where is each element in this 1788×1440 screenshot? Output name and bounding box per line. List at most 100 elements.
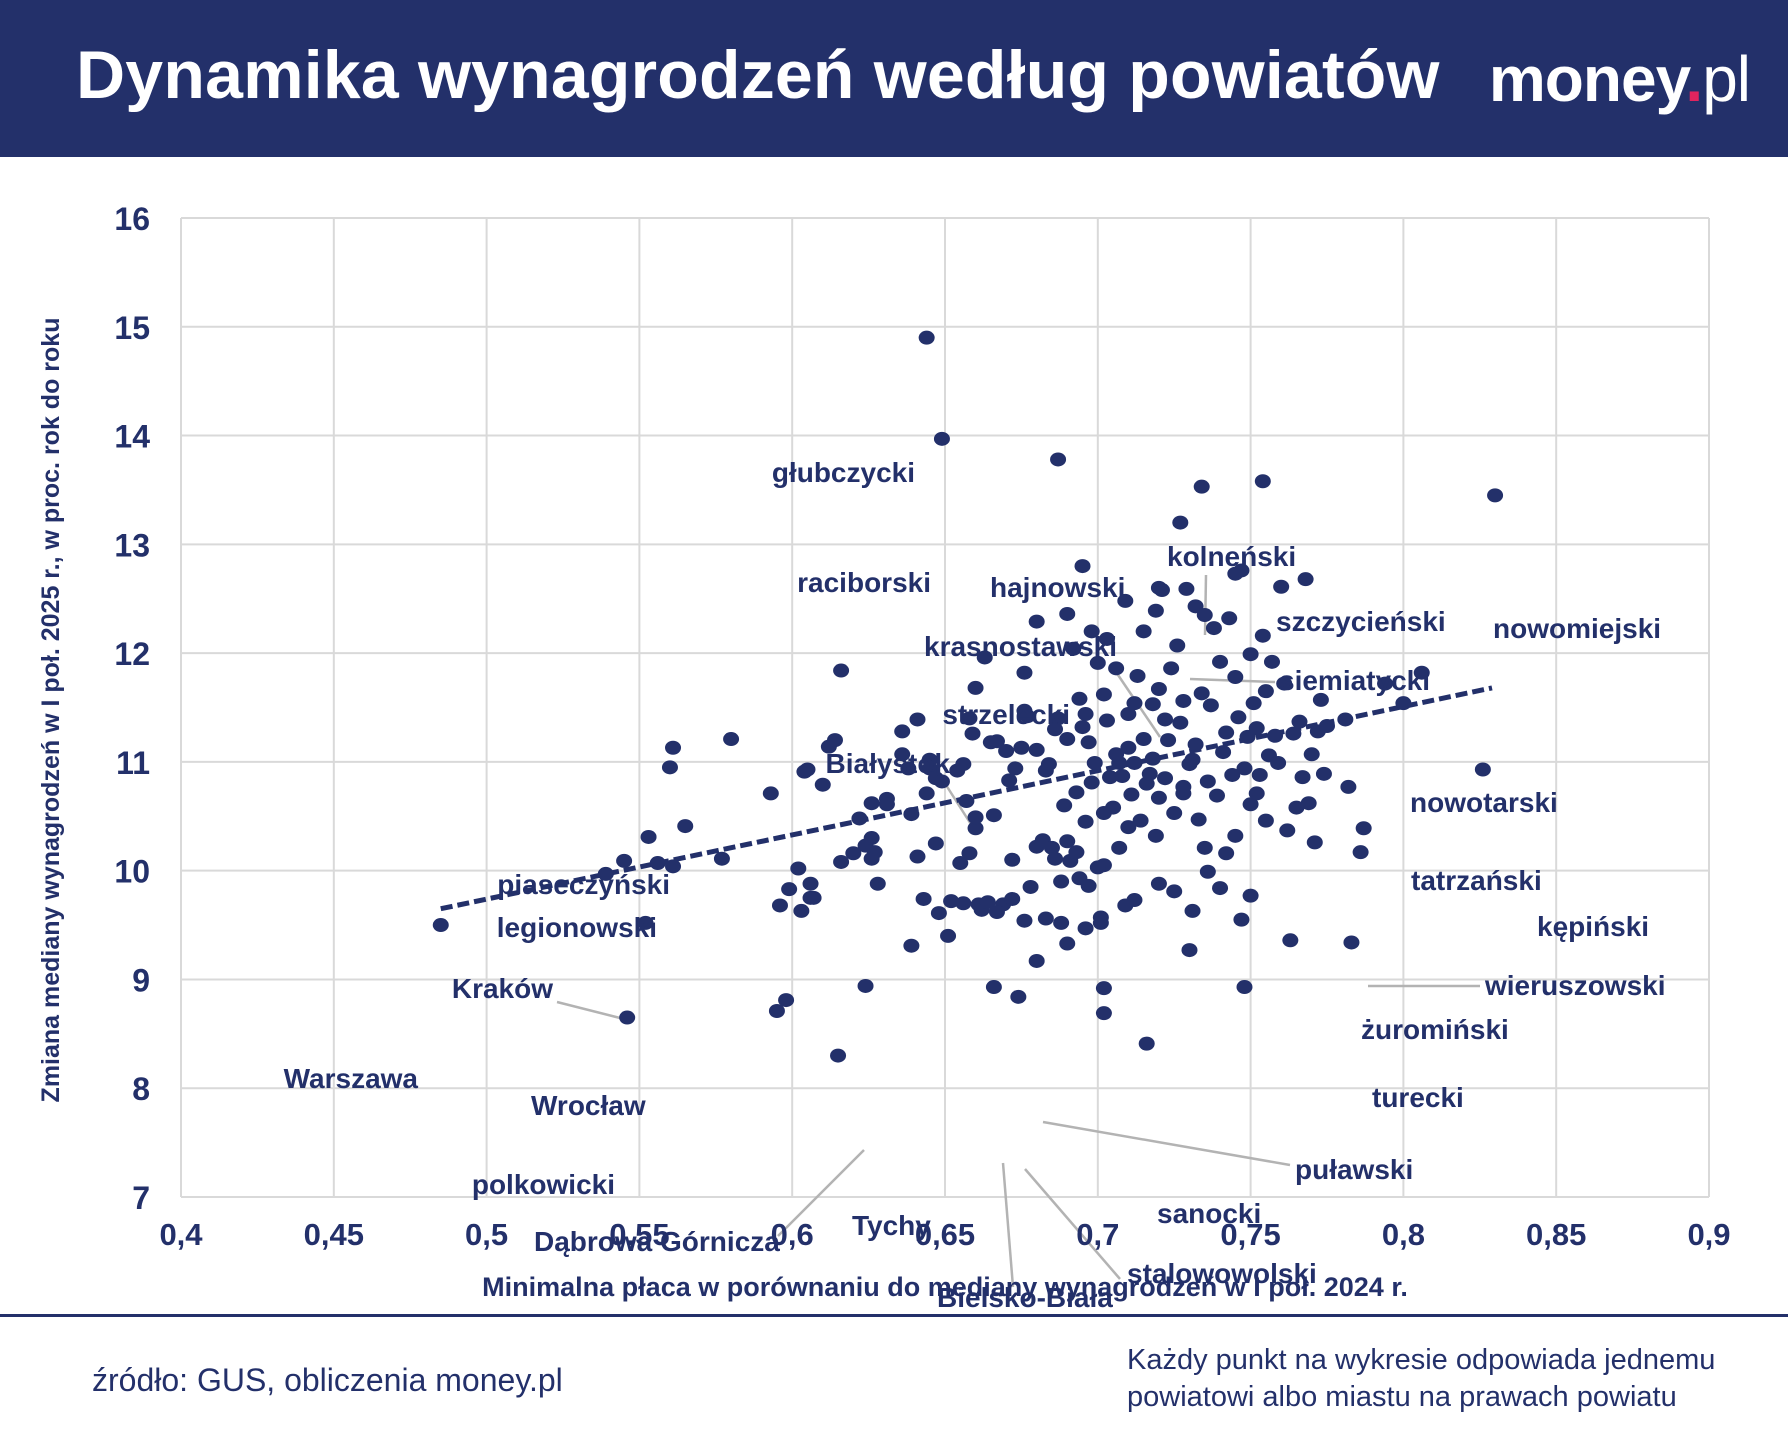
data-point <box>1102 770 1119 785</box>
data-point <box>921 752 938 767</box>
data-point <box>1294 770 1311 785</box>
data-point <box>1077 707 1094 722</box>
data-point <box>1337 712 1354 727</box>
data-point-labeled <box>1474 762 1491 777</box>
data-point <box>1212 881 1229 896</box>
data-point <box>1001 773 1018 788</box>
leader-line <box>1024 1168 1121 1280</box>
point-label: polkowicki <box>472 1169 615 1200</box>
data-point <box>894 747 911 762</box>
data-point <box>1047 722 1064 737</box>
data-point <box>1227 828 1244 843</box>
x-tick-label: 0,7 <box>1076 1217 1119 1252</box>
data-point <box>1306 835 1323 850</box>
point-label: Warszawa <box>284 1063 419 1094</box>
data-point <box>1236 761 1253 776</box>
x-tick-label: 0,65 <box>915 1217 975 1252</box>
data-point <box>1083 775 1100 790</box>
x-tick-label: 0,55 <box>609 1217 669 1252</box>
data-point <box>677 819 694 834</box>
grid-lines <box>180 217 1710 1198</box>
data-point <box>1199 864 1216 879</box>
data-point-labeled <box>432 918 449 933</box>
data-point <box>915 891 932 906</box>
data-point <box>851 811 868 826</box>
data-point <box>1077 921 1094 936</box>
data-point <box>1089 655 1106 670</box>
data-point <box>1083 624 1100 639</box>
data-point <box>1248 721 1265 736</box>
data-point <box>998 744 1015 759</box>
data-point <box>1059 732 1076 747</box>
data-point-labeled <box>1487 488 1504 503</box>
data-point <box>1208 788 1225 803</box>
data-point <box>869 876 886 891</box>
data-point <box>790 861 807 876</box>
point-label: Wrocław <box>531 1090 646 1121</box>
data-point <box>1202 698 1219 713</box>
point-label: raciborski <box>797 567 931 598</box>
point-label: żuromiński <box>1361 1014 1509 1045</box>
data-point <box>940 928 957 943</box>
data-point <box>1126 696 1143 711</box>
data-point-labeled <box>1050 452 1067 467</box>
x-axis-label: Minimalna płaca w porównaniu do mediany … <box>482 1272 1408 1302</box>
data-point <box>1095 981 1112 996</box>
y-tick-label: 16 <box>114 201 150 237</box>
data-point <box>1169 638 1186 653</box>
data-point <box>1199 774 1216 789</box>
data-point <box>1257 684 1274 699</box>
data-point <box>1120 707 1137 722</box>
data-point <box>903 807 920 822</box>
point-label: turecki <box>1372 1082 1464 1113</box>
data-point <box>1114 769 1131 784</box>
data-point <box>1221 611 1238 626</box>
data-point <box>1092 915 1109 930</box>
data-point <box>1037 911 1054 926</box>
data-point <box>1135 624 1152 639</box>
data-point <box>1184 752 1201 767</box>
data-point-labeled <box>1395 696 1412 711</box>
data-point <box>1193 686 1210 701</box>
data-point-labeled <box>1343 935 1360 950</box>
y-tick-label: 15 <box>114 310 150 346</box>
data-point-labeled <box>933 431 950 446</box>
data-point-labeled <box>637 915 654 930</box>
data-point <box>771 898 788 913</box>
data-point <box>1053 915 1070 930</box>
data-point <box>1254 628 1271 643</box>
data-point-labeled <box>1355 821 1372 836</box>
point-label: stalowowolski <box>1127 1258 1317 1289</box>
data-point <box>933 774 950 789</box>
data-point-labeled <box>1074 559 1091 574</box>
page-title: Dynamika wynagrodzeń według powiatów <box>76 37 1440 113</box>
data-point <box>1095 687 1112 702</box>
data-point <box>1086 755 1103 770</box>
data-point <box>833 663 850 678</box>
data-point <box>1065 641 1082 656</box>
point-label: strzelecki <box>942 699 1070 730</box>
x-tick-label: 0,5 <box>465 1217 508 1252</box>
data-point <box>1315 766 1332 781</box>
point-label: puławski <box>1295 1154 1413 1185</box>
data-point <box>1282 933 1299 948</box>
data-point <box>1108 747 1125 762</box>
data-point <box>1120 820 1137 835</box>
x-tick-label: 0,4 <box>159 1217 203 1252</box>
data-point <box>988 905 1005 920</box>
leader-line <box>1203 574 1208 636</box>
x-tick-label: 0,85 <box>1526 1217 1586 1252</box>
data-point <box>1059 834 1076 849</box>
point-label: Bielsko-Biała <box>937 1282 1113 1313</box>
data-point <box>1166 884 1183 899</box>
data-point <box>1071 691 1088 706</box>
data-point <box>1080 878 1097 893</box>
data-point <box>878 797 895 812</box>
data-point <box>1178 581 1195 596</box>
data-point <box>1016 913 1033 928</box>
data-point <box>1218 725 1235 740</box>
data-point <box>1181 943 1198 958</box>
data-point <box>988 734 1005 749</box>
data-point <box>930 906 947 921</box>
data-point <box>1047 851 1064 866</box>
